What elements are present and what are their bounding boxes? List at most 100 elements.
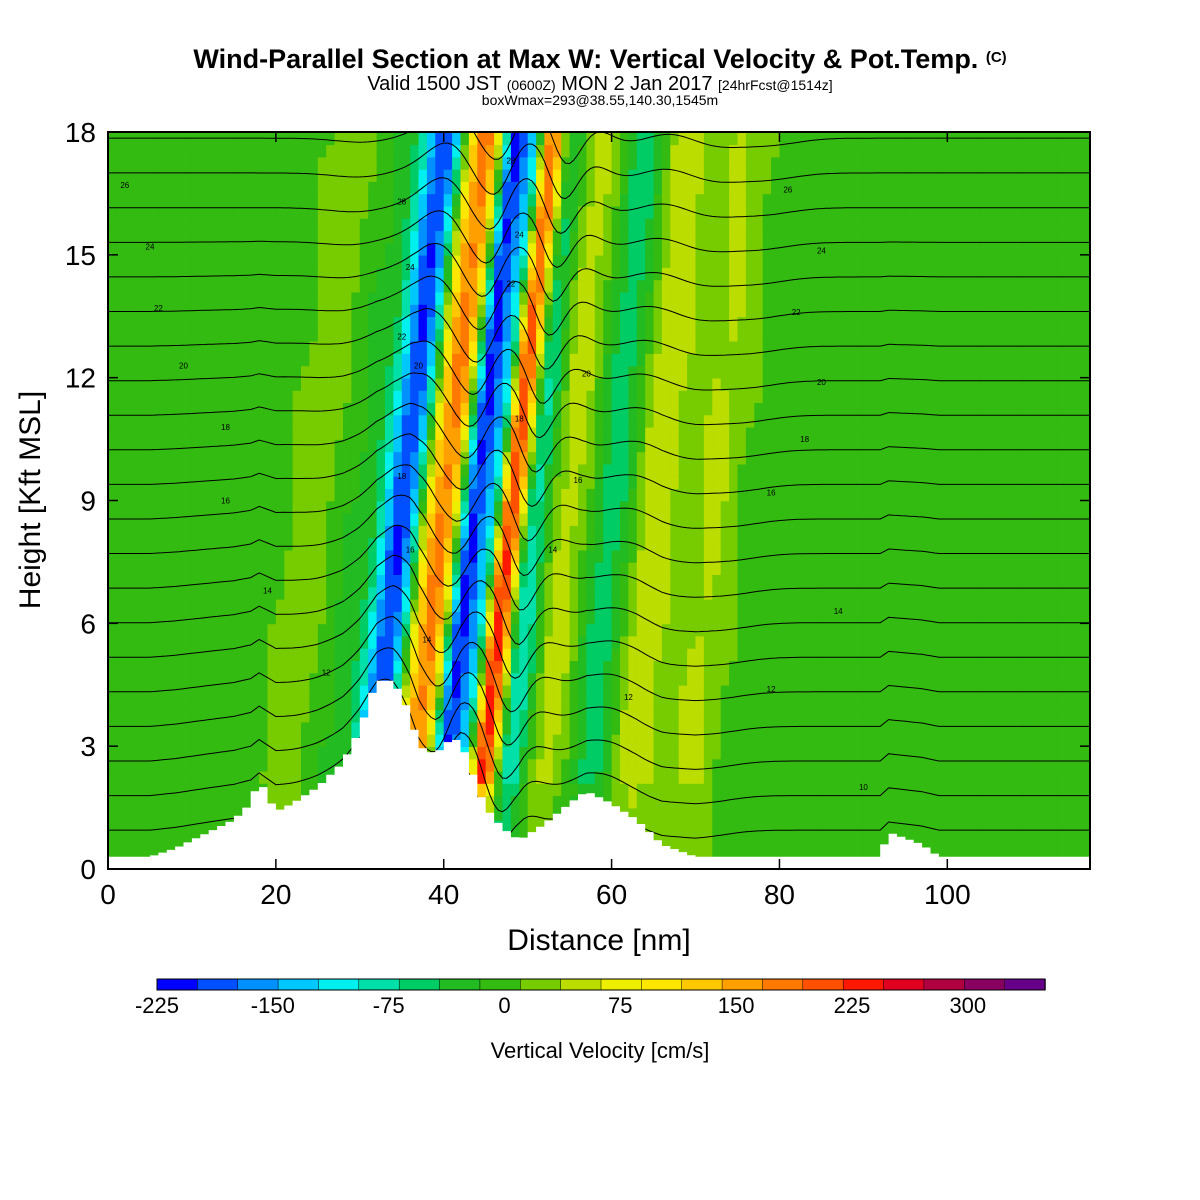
velocity-cell (603, 181, 613, 195)
velocity-cell (569, 611, 579, 625)
velocity-cell (426, 574, 437, 588)
velocity-cell (494, 635, 504, 649)
velocity-cell (485, 611, 495, 625)
velocity-cell (661, 304, 672, 318)
velocity-cell (527, 598, 537, 612)
velocity-cell (166, 230, 176, 244)
velocity-cell (200, 512, 210, 526)
velocity-cell (191, 488, 202, 502)
velocity-cell (267, 156, 277, 170)
velocity-cell (183, 512, 193, 526)
velocity-cell (804, 844, 814, 858)
velocity-cell (284, 500, 294, 514)
velocity-cell (267, 746, 277, 760)
velocity-cell (351, 611, 361, 625)
velocity-cell (729, 205, 739, 219)
velocity-cell (150, 389, 160, 403)
velocity-cell (435, 451, 445, 465)
velocity-cell (191, 168, 202, 182)
velocity-cell (292, 500, 302, 514)
velocity-cell (653, 242, 663, 256)
velocity-cell (703, 574, 714, 588)
velocity-cell (200, 561, 210, 575)
velocity-cell (401, 426, 411, 440)
velocity-cell (561, 365, 571, 379)
velocity-cell (183, 623, 193, 637)
velocity-cell (250, 377, 260, 391)
velocity-cell (426, 168, 437, 182)
velocity-cell (552, 709, 562, 723)
velocity-cell (485, 475, 495, 489)
velocity-cell (670, 832, 680, 846)
velocity-cell (477, 304, 487, 318)
velocity-cell (603, 488, 613, 502)
velocity-cell (158, 807, 168, 821)
velocity-cell (225, 635, 235, 649)
velocity-cell (527, 144, 537, 158)
velocity-cell (745, 304, 756, 318)
velocity-cell (233, 770, 244, 784)
velocity-cell (611, 242, 621, 256)
velocity-cell (586, 144, 596, 158)
velocity-cell (670, 807, 680, 821)
velocity-cell (233, 721, 244, 735)
velocity-cell (393, 574, 403, 588)
velocity-cell (401, 488, 411, 502)
velocity-cell (200, 365, 210, 379)
velocity-cell (183, 525, 193, 539)
velocity-cell (267, 623, 277, 637)
velocity-cell (250, 660, 260, 674)
velocity-cell (225, 770, 235, 784)
velocity-cell (527, 168, 537, 182)
velocity-cell (670, 758, 680, 772)
velocity-cell (678, 525, 688, 539)
velocity-cell (603, 132, 613, 146)
velocity-cell (150, 819, 160, 833)
velocity-cell (636, 709, 646, 723)
velocity-cell (301, 475, 311, 489)
velocity-cell (510, 623, 521, 637)
velocity-cell (678, 156, 688, 170)
velocity-cell (452, 598, 462, 612)
velocity-cell (225, 365, 235, 379)
velocity-cell (477, 586, 487, 600)
velocity-cell (670, 537, 680, 551)
velocity-cell (670, 746, 680, 760)
velocity-cell (611, 684, 621, 698)
velocity-cell (661, 512, 672, 526)
velocity-cell (150, 635, 160, 649)
velocity-cell (191, 586, 202, 600)
velocity-cell (544, 746, 554, 760)
velocity-cell (586, 475, 596, 489)
velocity-cell (787, 389, 797, 403)
velocity-cell (586, 635, 596, 649)
velocity-cell (536, 672, 546, 686)
velocity-cell (771, 844, 781, 858)
velocity-cell (334, 279, 344, 293)
velocity-cell (309, 549, 319, 563)
velocity-cell (611, 340, 621, 354)
velocity-cell (552, 279, 562, 293)
velocity-cell (695, 144, 705, 158)
velocity-cell (653, 819, 663, 833)
velocity-cell (485, 672, 495, 686)
chart-subtitle: Valid 1500 JST (0600Z) MON 2 Jan 2017 [2… (0, 73, 1200, 96)
velocity-cell (611, 254, 621, 268)
velocity-cell (485, 451, 495, 465)
velocity-cell (712, 733, 722, 747)
velocity-cell (460, 254, 470, 268)
velocity-cell (284, 426, 294, 440)
velocity-cell (561, 672, 571, 686)
velocity-cell (779, 414, 789, 428)
velocity-cell (661, 488, 672, 502)
velocity-cell (334, 561, 344, 575)
velocity-cell (796, 291, 806, 305)
velocity-cell (636, 586, 646, 600)
velocity-cell (418, 144, 428, 158)
velocity-cell (578, 525, 588, 539)
velocity-cell (359, 193, 369, 207)
velocity-cell (301, 365, 311, 379)
velocity-cell (720, 414, 730, 428)
velocity-cell (804, 795, 814, 809)
velocity-cell (116, 304, 126, 318)
